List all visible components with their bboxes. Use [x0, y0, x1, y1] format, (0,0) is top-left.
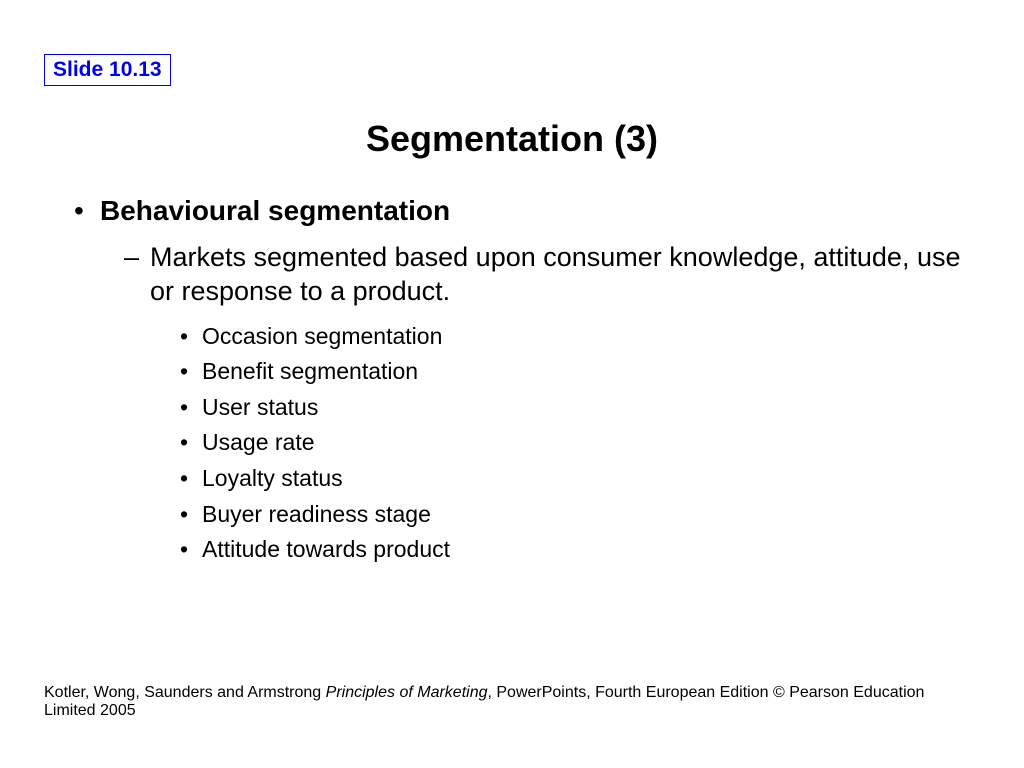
- bullet-sub: Markets segmented based upon consumer kn…: [118, 241, 964, 568]
- list-item: User status: [176, 390, 964, 426]
- slide-content: Behavioural segmentation Markets segment…: [70, 195, 964, 578]
- footer-authors: Kotler, Wong, Saunders and Armstrong: [44, 684, 326, 701]
- bullet-level-1: Behavioural segmentation Markets segment…: [70, 195, 964, 568]
- list-item: Benefit segmentation: [176, 354, 964, 390]
- list-item-text: Attitude towards product: [202, 536, 450, 562]
- list-item: Usage rate: [176, 425, 964, 461]
- list-item-text: Occasion segmentation: [202, 323, 442, 349]
- list-item: Loyalty status: [176, 461, 964, 497]
- footer-book: Principles of Marketing: [326, 684, 488, 701]
- list-item: Buyer readiness stage: [176, 497, 964, 533]
- bullet-main: Behavioural segmentation Markets segment…: [70, 195, 964, 568]
- bullet-sub-text: Markets segmented based upon consumer kn…: [150, 242, 961, 306]
- bullet-main-text: Behavioural segmentation: [100, 195, 450, 226]
- list-item-text: Usage rate: [202, 429, 315, 455]
- list-item-text: Buyer readiness stage: [202, 501, 431, 527]
- slide-number-badge: Slide 10.13: [44, 54, 171, 86]
- bullet-level-3: Occasion segmentation Benefit segmentati…: [176, 319, 964, 568]
- list-item: Attitude towards product: [176, 532, 964, 568]
- slide-footer: Kotler, Wong, Saunders and Armstrong Pri…: [44, 684, 980, 720]
- list-item: Occasion segmentation: [176, 319, 964, 355]
- list-item-text: User status: [202, 394, 318, 420]
- slide-number-text: Slide 10.13: [53, 58, 162, 81]
- list-item-text: Benefit segmentation: [202, 358, 418, 384]
- list-item-text: Loyalty status: [202, 465, 343, 491]
- bullet-level-2: Markets segmented based upon consumer kn…: [118, 241, 964, 568]
- slide-title: Segmentation (3): [0, 118, 1024, 160]
